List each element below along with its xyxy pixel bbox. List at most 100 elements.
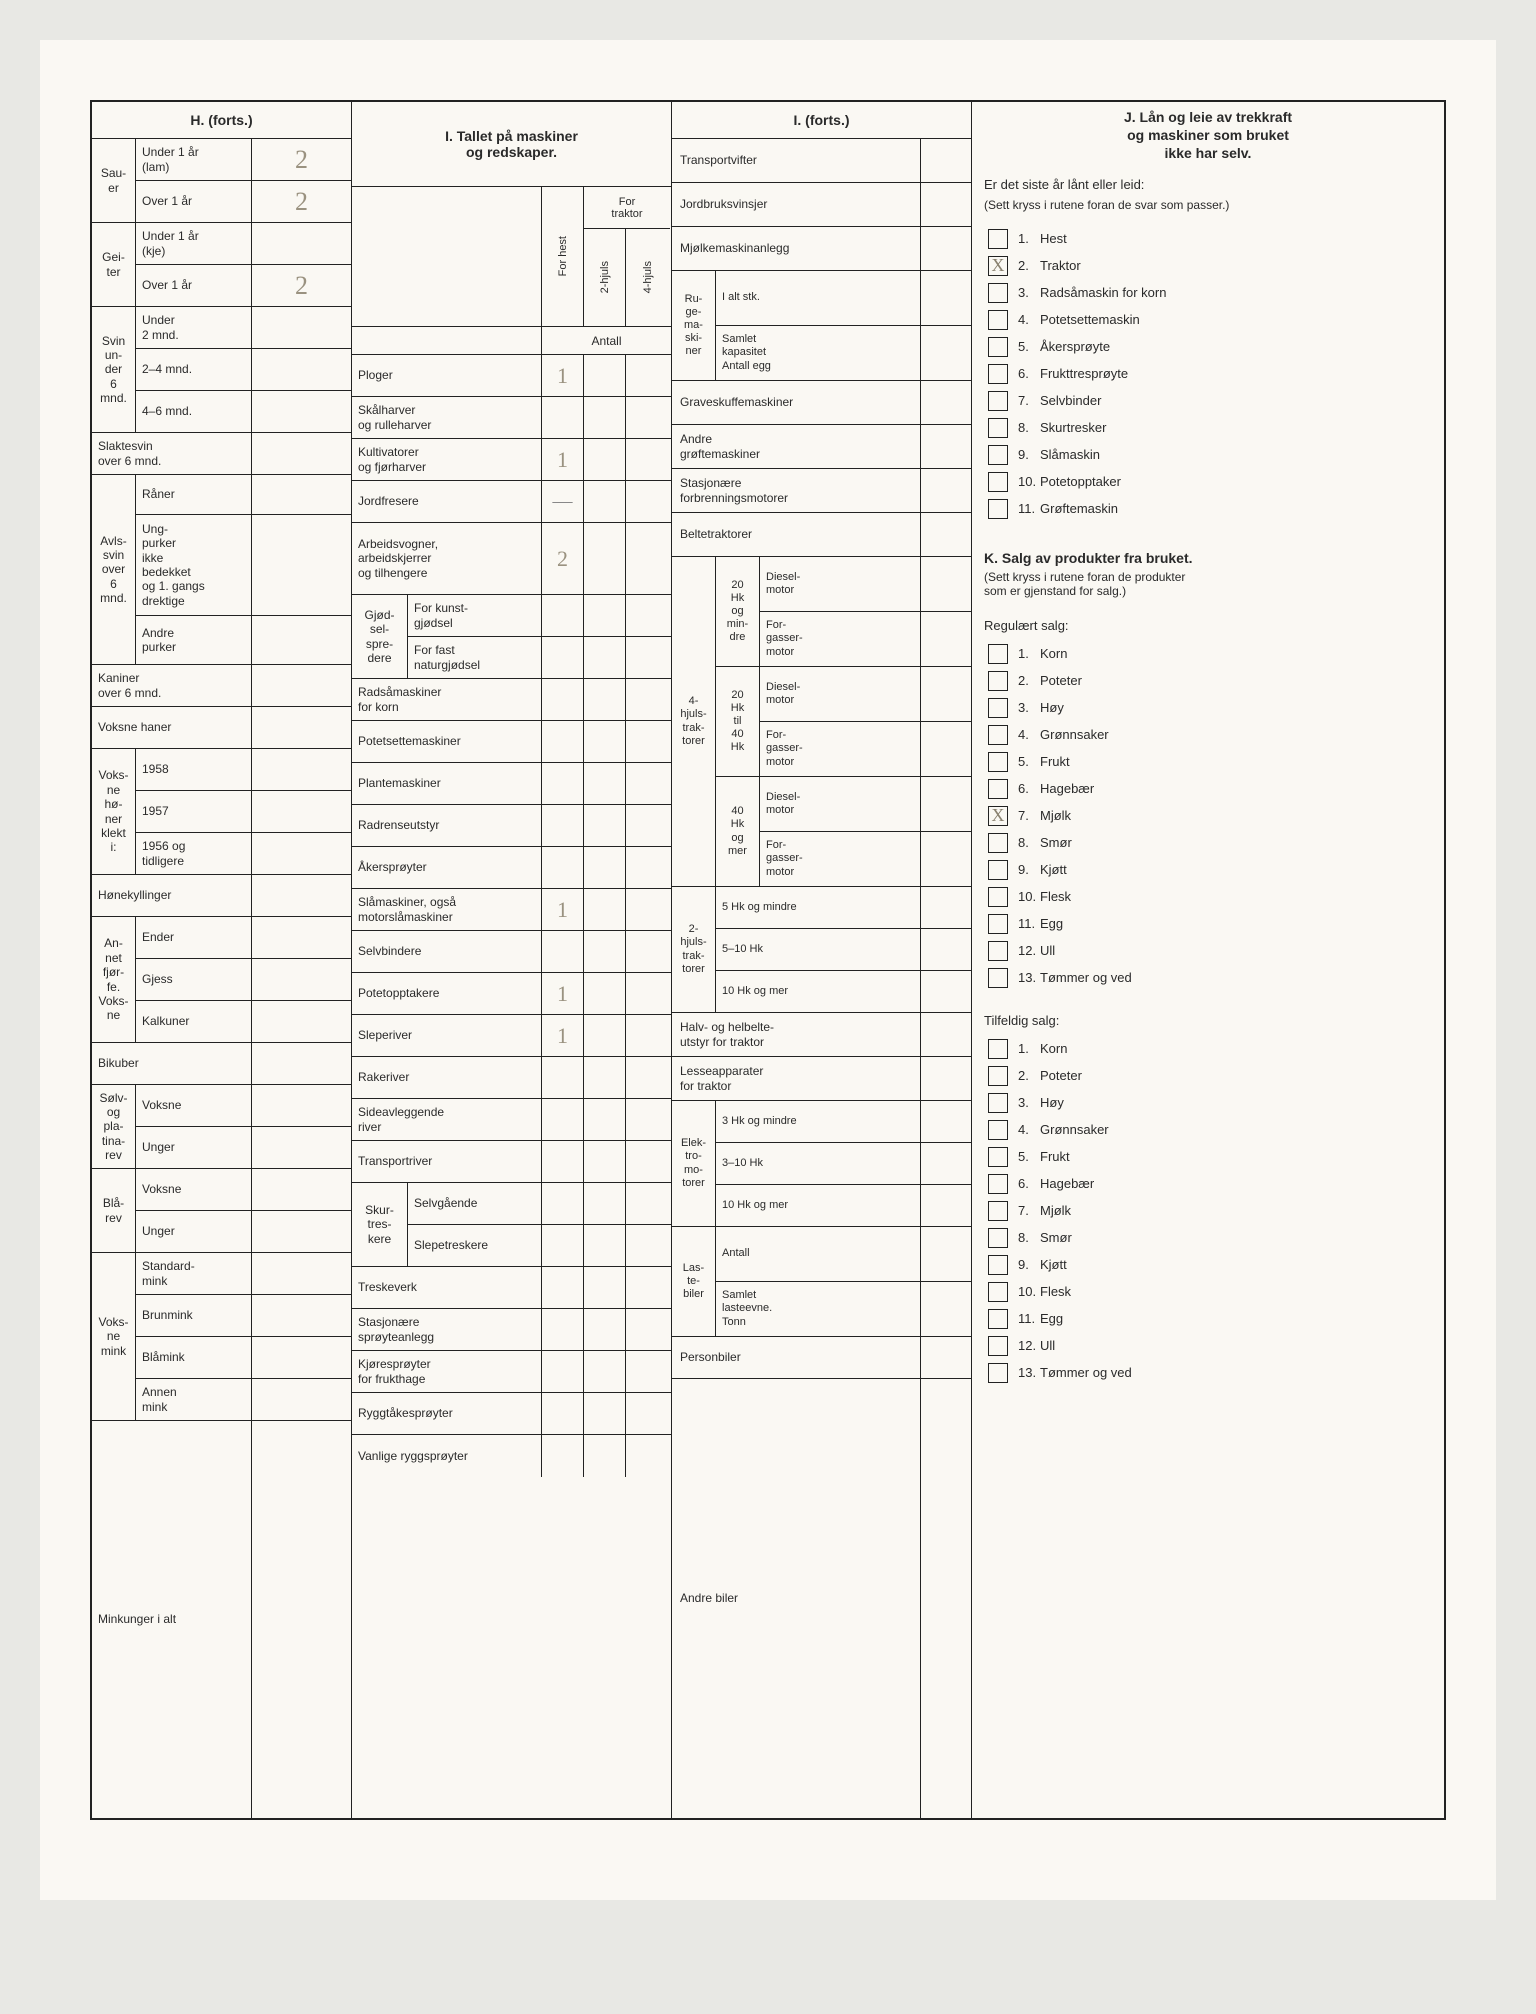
i-value-cell[interactable] bbox=[542, 805, 584, 846]
i2-value-cell[interactable] bbox=[921, 139, 971, 182]
i-value-cell[interactable] bbox=[584, 1183, 626, 1224]
i-value-cell[interactable] bbox=[584, 847, 626, 888]
checkbox[interactable] bbox=[988, 445, 1008, 465]
i-value-cell[interactable] bbox=[584, 973, 626, 1014]
i-value-cell[interactable] bbox=[584, 805, 626, 846]
checkbox[interactable] bbox=[988, 725, 1008, 745]
checkbox[interactable] bbox=[988, 779, 1008, 799]
i-value-cell[interactable] bbox=[584, 931, 626, 972]
i-value-cell[interactable] bbox=[584, 397, 626, 438]
i2-value-cell[interactable] bbox=[921, 887, 971, 928]
i-value-cell[interactable] bbox=[626, 1225, 670, 1266]
i-value-cell[interactable] bbox=[626, 355, 670, 396]
i-value-cell[interactable] bbox=[626, 1015, 670, 1056]
checkbox[interactable]: X bbox=[988, 806, 1008, 826]
i-value-cell[interactable] bbox=[626, 1351, 670, 1392]
i-value-cell[interactable] bbox=[584, 1225, 626, 1266]
i-value-cell[interactable] bbox=[626, 1435, 670, 1477]
i-value-cell[interactable] bbox=[542, 1309, 584, 1350]
i-value-cell[interactable] bbox=[542, 931, 584, 972]
i-value-cell[interactable] bbox=[542, 1099, 584, 1140]
i-value-cell[interactable] bbox=[584, 763, 626, 804]
geiter-r2-value[interactable]: 2 bbox=[252, 265, 351, 306]
i2-value-cell[interactable] bbox=[921, 1013, 971, 1056]
i2-value-cell[interactable] bbox=[921, 1057, 971, 1100]
i-value-cell[interactable] bbox=[542, 1393, 584, 1434]
checkbox[interactable] bbox=[988, 499, 1008, 519]
i2-value-cell[interactable] bbox=[921, 777, 971, 831]
i-value-cell[interactable] bbox=[542, 1225, 584, 1266]
i-value-cell[interactable] bbox=[626, 1141, 670, 1182]
i-value-cell[interactable] bbox=[626, 1183, 670, 1224]
i-value-cell[interactable] bbox=[584, 1141, 626, 1182]
i2-value-cell[interactable] bbox=[921, 612, 971, 666]
checkbox[interactable] bbox=[988, 472, 1008, 492]
checkbox[interactable] bbox=[988, 1147, 1008, 1167]
i-value-cell[interactable] bbox=[542, 679, 584, 720]
checkbox[interactable] bbox=[988, 1282, 1008, 1302]
i2-value-cell[interactable] bbox=[921, 667, 971, 721]
checkbox[interactable] bbox=[988, 1201, 1008, 1221]
checkbox[interactable] bbox=[988, 364, 1008, 384]
checkbox[interactable] bbox=[988, 698, 1008, 718]
i-value-cell[interactable] bbox=[626, 1309, 670, 1350]
i2-value-cell[interactable] bbox=[921, 1101, 971, 1142]
i-value-cell[interactable] bbox=[584, 1267, 626, 1308]
i2-value-cell[interactable] bbox=[921, 1143, 971, 1184]
i2-value-cell[interactable] bbox=[921, 183, 971, 226]
checkbox[interactable] bbox=[988, 833, 1008, 853]
i2-value-cell[interactable] bbox=[921, 271, 971, 325]
i-value-cell[interactable]: 1 bbox=[542, 973, 584, 1014]
i-value-cell[interactable] bbox=[626, 595, 670, 636]
i-value-cell[interactable]: 1 bbox=[542, 355, 584, 396]
i2-value-cell[interactable] bbox=[921, 832, 971, 886]
i-value-cell[interactable] bbox=[626, 931, 670, 972]
i-value-cell[interactable] bbox=[626, 397, 670, 438]
i-value-cell[interactable] bbox=[584, 1057, 626, 1098]
i-value-cell[interactable] bbox=[584, 637, 626, 678]
i-value-cell[interactable]: 1 bbox=[542, 1015, 584, 1056]
i-value-cell[interactable] bbox=[626, 847, 670, 888]
geiter-r1-value[interactable] bbox=[252, 223, 351, 264]
i-value-cell[interactable]: 1 bbox=[542, 439, 584, 480]
checkbox[interactable] bbox=[988, 1336, 1008, 1356]
sauer-r1-value[interactable]: 2 bbox=[252, 139, 351, 180]
checkbox[interactable] bbox=[988, 752, 1008, 772]
i-value-cell[interactable] bbox=[584, 1309, 626, 1350]
i2-value-cell[interactable] bbox=[921, 1337, 971, 1378]
i2-value-cell[interactable] bbox=[921, 1227, 971, 1281]
i2-value-cell[interactable] bbox=[921, 326, 971, 380]
checkbox[interactable] bbox=[988, 1174, 1008, 1194]
i-value-cell[interactable] bbox=[584, 1015, 626, 1056]
i-value-cell[interactable] bbox=[626, 679, 670, 720]
i-value-cell[interactable] bbox=[584, 1351, 626, 1392]
checkbox[interactable] bbox=[988, 1309, 1008, 1329]
i-value-cell[interactable] bbox=[584, 679, 626, 720]
checkbox[interactable] bbox=[988, 860, 1008, 880]
i-value-cell[interactable] bbox=[542, 637, 584, 678]
checkbox[interactable] bbox=[988, 941, 1008, 961]
checkbox[interactable] bbox=[988, 391, 1008, 411]
i2-value-cell[interactable] bbox=[921, 1282, 971, 1336]
checkbox[interactable] bbox=[988, 229, 1008, 249]
checkbox[interactable] bbox=[988, 887, 1008, 907]
i-value-cell[interactable] bbox=[626, 523, 670, 594]
i-value-cell[interactable] bbox=[626, 889, 670, 930]
checkbox[interactable]: X bbox=[988, 256, 1008, 276]
i2-value-cell[interactable] bbox=[921, 971, 971, 1012]
i2-value-cell[interactable] bbox=[921, 1185, 971, 1226]
checkbox[interactable] bbox=[988, 1255, 1008, 1275]
i-value-cell[interactable] bbox=[542, 721, 584, 762]
i-value-cell[interactable] bbox=[584, 523, 626, 594]
i-value-cell[interactable]: 1 bbox=[542, 889, 584, 930]
checkbox[interactable] bbox=[988, 283, 1008, 303]
i-value-cell[interactable] bbox=[542, 1057, 584, 1098]
i-value-cell[interactable] bbox=[626, 763, 670, 804]
i-value-cell[interactable] bbox=[584, 721, 626, 762]
i-value-cell[interactable] bbox=[626, 439, 670, 480]
checkbox[interactable] bbox=[988, 1039, 1008, 1059]
checkbox[interactable] bbox=[988, 644, 1008, 664]
i-value-cell[interactable] bbox=[542, 1435, 584, 1477]
i-value-cell[interactable] bbox=[542, 1141, 584, 1182]
i-value-cell[interactable] bbox=[626, 1267, 670, 1308]
